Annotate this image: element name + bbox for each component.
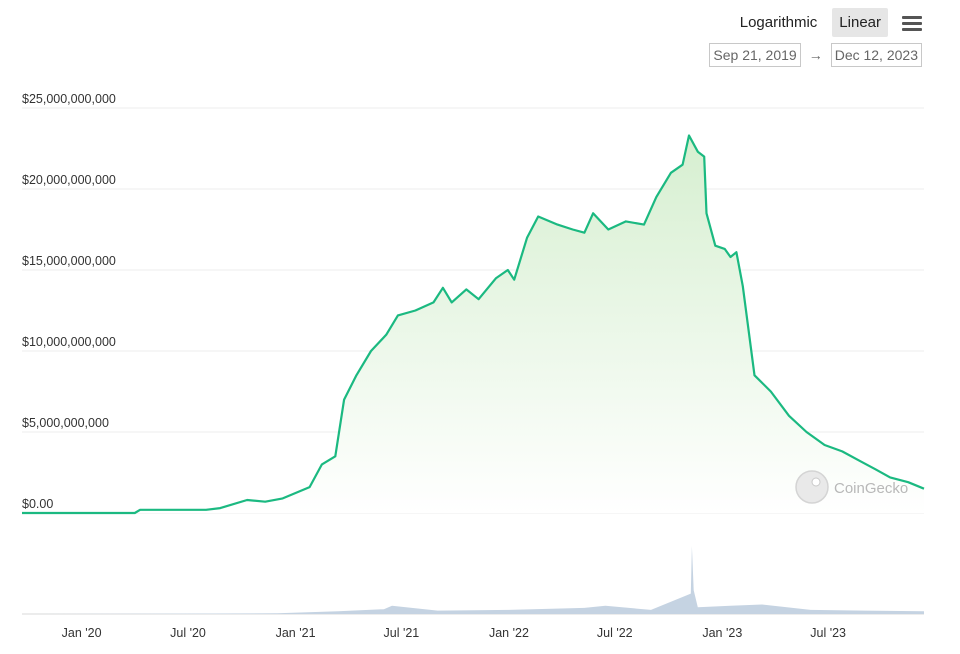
x-tick-label: Jan '20 — [62, 626, 102, 640]
y-tick-label: $10,000,000,000 — [22, 335, 116, 349]
y-axis-labels: $0.00 $5,000,000,000 $10,000,000,000 $15,00… — [22, 92, 116, 511]
watermark-text: CoinGecko — [834, 480, 908, 497]
y-tick-label: $0.00 — [22, 497, 53, 511]
x-tick-label: Jan '23 — [702, 626, 742, 640]
gecko-logo-icon — [795, 470, 829, 504]
x-tick-label: Jul '20 — [170, 626, 206, 640]
arrow-right-icon: → — [808, 47, 823, 63]
linear-scale-button[interactable]: Linear — [832, 8, 888, 37]
x-tick-label: Jul '21 — [384, 626, 420, 640]
hamburger-menu-icon[interactable] — [902, 14, 924, 32]
date-range-selector: Sep 21, 2019 → Dec 12, 2023 — [709, 43, 922, 67]
volume-series — [22, 546, 924, 614]
date-from-input[interactable]: Sep 21, 2019 — [709, 43, 801, 67]
market-cap-area — [22, 135, 924, 513]
scale-toggle: Logarithmic Linear — [733, 8, 924, 37]
x-tick-label: Jan '21 — [276, 626, 316, 640]
y-tick-label: $25,000,000,000 — [22, 92, 116, 106]
x-tick-label: Jul '23 — [810, 626, 846, 640]
x-tick-label: Jan '22 — [489, 626, 529, 640]
y-tick-label: $20,000,000,000 — [22, 173, 116, 187]
coingecko-watermark: CoinGecko — [795, 470, 908, 504]
logarithmic-scale-button[interactable]: Logarithmic — [739, 14, 818, 31]
y-tick-label: $5,000,000,000 — [22, 416, 109, 430]
date-to-input[interactable]: Dec 12, 2023 — [830, 43, 922, 67]
y-tick-label: $15,000,000,000 — [22, 254, 116, 268]
x-axis-labels: Jan '20 Jul '20 Jan '21 Jul '21 Jan '22 Jul '… — [62, 626, 846, 640]
x-tick-label: Jul '22 — [597, 626, 633, 640]
gecko-eye-icon — [811, 477, 821, 487]
market-cap-line[interactable] — [22, 134, 925, 515]
